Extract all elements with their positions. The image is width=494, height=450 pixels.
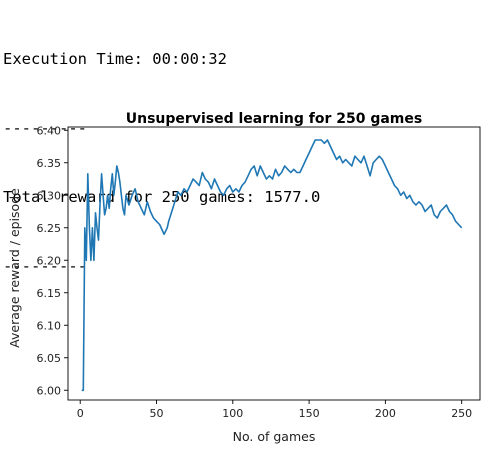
plot-frame (67, 126, 481, 401)
x-tick-label: 200 (375, 407, 396, 420)
plot-area (67, 126, 481, 401)
x-tick-label: 150 (299, 407, 320, 420)
reward-series-line (81, 139, 463, 392)
separator-line: --------- (3, 257, 87, 275)
y-tick-label: 6.20 (37, 254, 62, 267)
y-tick-label: 6.35 (37, 157, 62, 170)
x-tick-label: 250 (451, 407, 472, 420)
chart-title: Unsupervised learning for 250 games (126, 111, 422, 127)
y-tick-label: 6.15 (37, 287, 62, 300)
y-tick-label: 6.40 (37, 124, 62, 137)
separator-line: --------- (3, 119, 87, 137)
y-tick-label: 6.25 (37, 222, 62, 235)
y-tick-label: 6.00 (37, 384, 62, 397)
x-tick-label: 0 (77, 407, 84, 420)
x-tick-label: 50 (150, 407, 164, 420)
y-tick-label: 6.05 (37, 352, 62, 365)
x-tick-label: 100 (222, 407, 243, 420)
x-axis: 0 50 100 150 200 250 (77, 400, 472, 420)
x-axis-label: No. of games (233, 429, 316, 444)
y-axis: 6.00 6.05 6.10 6.15 6.20 6.25 6.30 6.35 6.40 (37, 124, 68, 397)
y-tick-label: 6.10 (37, 319, 62, 332)
execution-time-line: Execution Time: 00:00:32 (3, 50, 227, 68)
y-tick-label: 6.30 (37, 189, 62, 202)
y-axis-label: Average reward / episode (7, 188, 22, 348)
